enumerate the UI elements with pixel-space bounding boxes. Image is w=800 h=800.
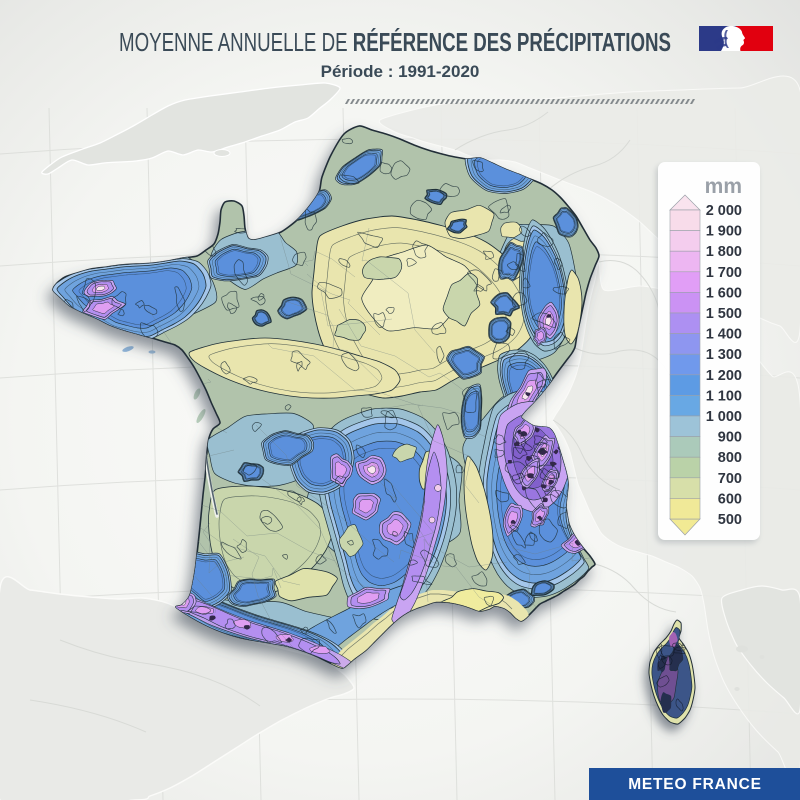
svg-text:1 800: 1 800 bbox=[706, 244, 742, 260]
svg-text:600: 600 bbox=[718, 491, 742, 507]
svg-text:1 000: 1 000 bbox=[706, 409, 742, 425]
svg-text:1 100: 1 100 bbox=[706, 388, 742, 404]
svg-text:500: 500 bbox=[718, 512, 742, 528]
svg-text:1 700: 1 700 bbox=[706, 265, 742, 281]
svg-text:METEO FRANCE: METEO FRANCE bbox=[628, 776, 762, 793]
svg-text:MOYENNE ANNUELLE DE RÉFÉRENCE: MOYENNE ANNUELLE DE RÉFÉRENCE DES PRÉCIP… bbox=[119, 27, 671, 57]
svg-text:1 600: 1 600 bbox=[706, 285, 742, 301]
svg-text:mm: mm bbox=[705, 175, 742, 198]
svg-text:1 900: 1 900 bbox=[706, 224, 742, 240]
svg-text:900: 900 bbox=[718, 430, 742, 446]
svg-text:1 400: 1 400 bbox=[706, 327, 742, 343]
svg-text:Période : 1991-2020: Période : 1991-2020 bbox=[321, 62, 480, 81]
svg-text:800: 800 bbox=[718, 450, 742, 466]
svg-text:700: 700 bbox=[718, 471, 742, 487]
svg-text:1 300: 1 300 bbox=[706, 347, 742, 363]
svg-text:1 200: 1 200 bbox=[706, 368, 742, 384]
svg-text:2 000: 2 000 bbox=[706, 203, 742, 219]
svg-text:1 500: 1 500 bbox=[706, 306, 742, 322]
